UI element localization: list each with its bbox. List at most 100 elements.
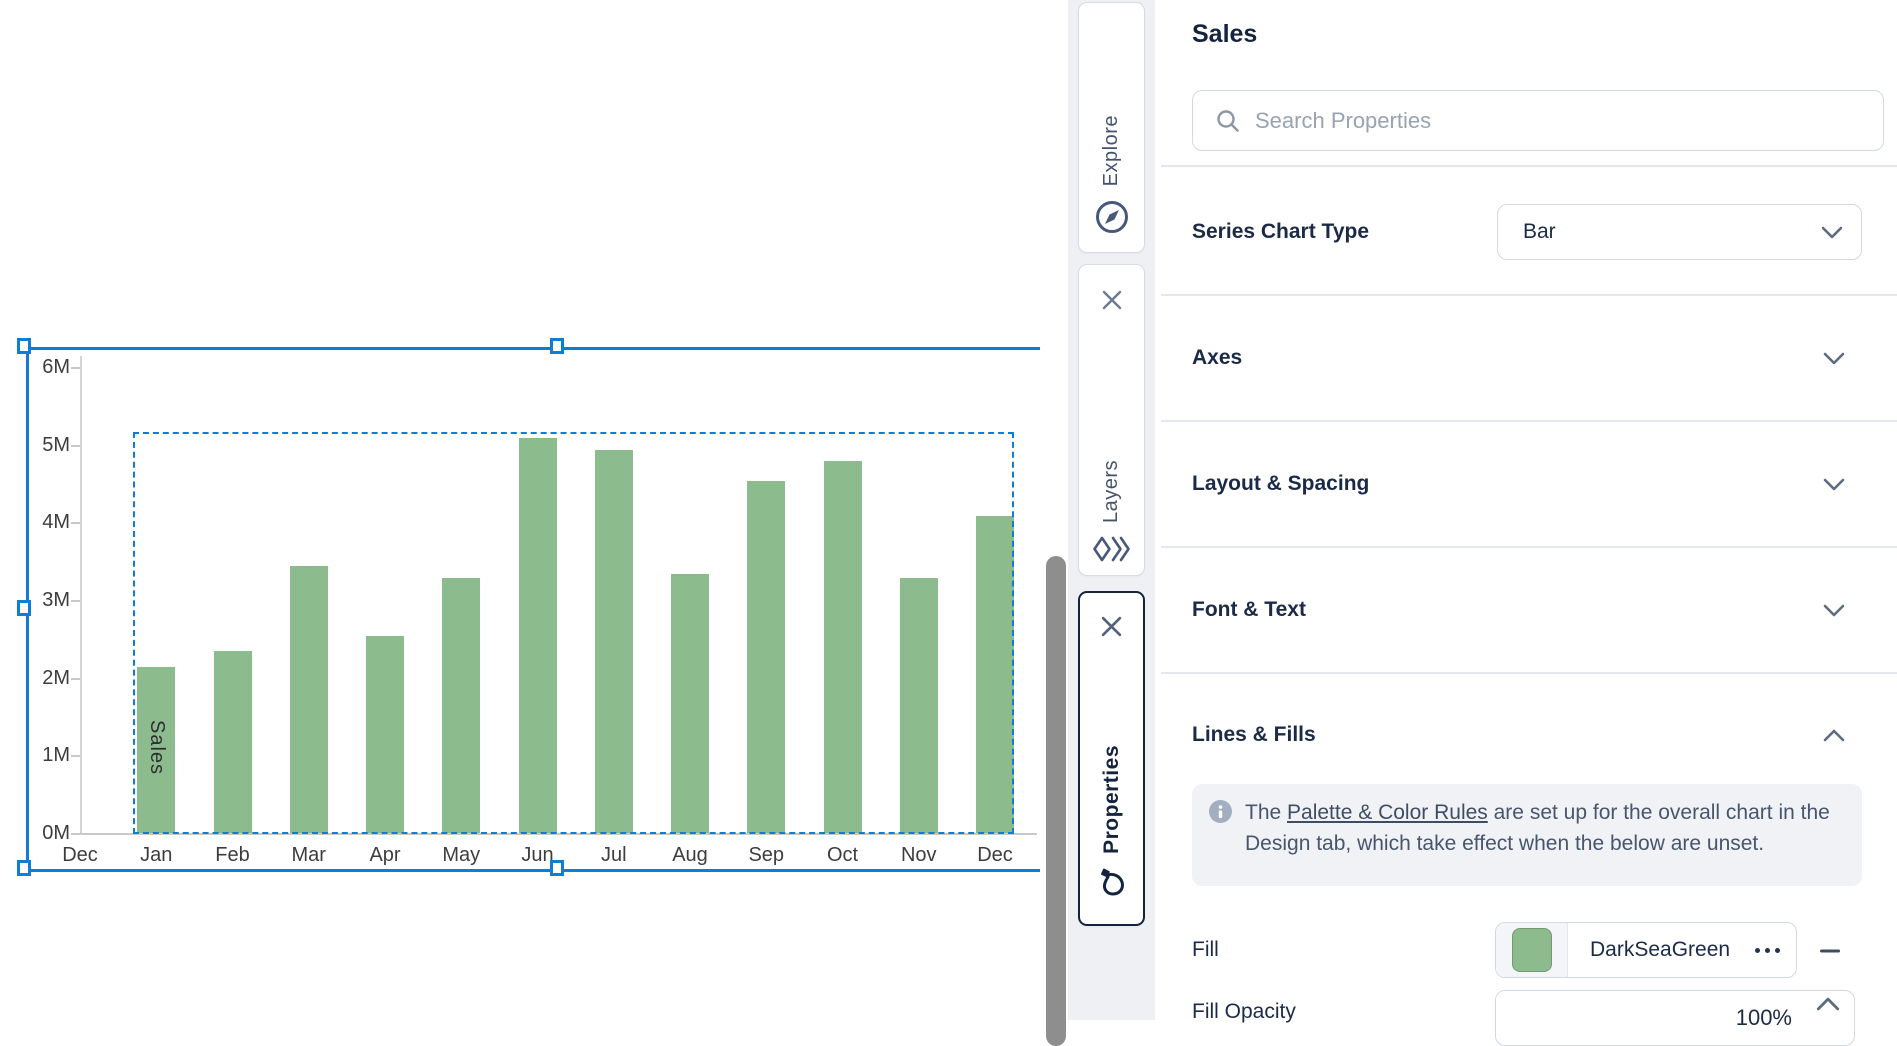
y-axis-label: 0M [42,822,70,844]
chevron-down-icon[interactable] [1823,604,1845,617]
x-axis-label: Oct [826,844,859,866]
y-axis-label: 1M [42,744,70,767]
fill-color-swatch[interactable] [1511,928,1552,972]
side-tab-rail: Explore Layers [1068,0,1155,1020]
layers-icon [1092,535,1132,563]
bar-Aug[interactable] [671,573,709,833]
divider [1161,672,1897,674]
fill-label: Fill [1192,938,1219,961]
selection-edge-bottom[interactable] [27,869,1040,872]
y-axis-tick [71,444,80,447]
section-axes[interactable]: Axes [1192,346,1243,369]
y-axis-label: 4M [42,511,70,534]
vertical-scrollbar-thumb[interactable] [1046,556,1066,1046]
x-axis-label: Dec [62,844,98,866]
y-axis-tick [71,366,80,369]
tab-layers-label: Layers [1100,459,1122,523]
y-axis-tick [71,755,80,758]
palette-info-note: The Palette & Color Rules are set up for… [1192,784,1862,886]
y-axis-label: 2M [42,666,70,689]
palette-color-rules-link[interactable]: Palette & Color Rules [1287,801,1488,824]
chevron-up-icon[interactable] [1823,729,1845,742]
info-icon [1209,800,1232,823]
selection-handle-top-center[interactable] [550,338,564,354]
close-icon[interactable] [1099,613,1125,639]
selection-handle-bottom-center[interactable] [550,860,564,876]
selection-handle-top-left[interactable] [17,338,31,354]
x-axis-label: Sep [748,844,785,866]
bar-May[interactable] [442,577,481,833]
y-axis-line [80,356,82,834]
x-axis-label: Jun [521,844,554,866]
tab-properties[interactable]: Properties [1078,591,1145,926]
y-axis-tick [71,522,80,525]
y-axis-tick [71,599,80,602]
more-options-icon[interactable] [1755,923,1796,977]
divider [1161,420,1897,422]
fill-color-name: DarkSeaGreen [1590,938,1731,961]
x-axis-label: Dec [977,844,1013,866]
compass-icon [1093,198,1131,236]
bar-Mar[interactable] [289,566,328,833]
x-axis-line [80,833,1037,835]
x-axis-label: Apr [369,844,401,866]
bar-Apr[interactable] [366,635,404,833]
tab-properties-label: Properties [1099,745,1123,854]
fill-color-picker[interactable]: DarkSeaGreen [1495,922,1797,978]
x-axis-label: Mar [291,844,326,866]
bar-Nov[interactable] [899,577,938,833]
section-lines-fills[interactable]: Lines & Fills [1192,723,1316,746]
y-axis-tick [71,677,80,680]
fill-opacity-label: Fill Opacity [1192,1000,1296,1023]
x-axis-label: Jul [600,844,627,866]
x-axis-label: Feb [215,844,250,866]
chevron-down-icon[interactable] [1823,478,1845,491]
search-properties-box[interactable] [1192,90,1884,151]
y-axis-label: 5M [42,433,70,456]
selection-handle-mid-left[interactable] [17,600,31,616]
panel-title: Sales [1192,20,1258,48]
bar-Oct[interactable] [823,461,862,833]
bar-Jun[interactable] [518,437,557,833]
tab-explore-label: Explore [1100,114,1122,186]
series-chart-type-label: Series Chart Type [1192,220,1370,243]
selection-edge-top[interactable] [27,347,1040,350]
series-chart-type-dropdown[interactable]: Bar [1497,204,1862,260]
info-note-text: The Palette & Color Rules are set up for… [1245,801,1830,855]
section-font-text[interactable]: Font & Text [1192,598,1306,621]
x-axis-label: Aug [672,844,708,866]
y-axis-tick [71,833,80,835]
bar-Feb[interactable] [213,651,252,833]
x-axis-label: Jan [140,844,173,866]
x-axis-label: May [442,844,481,866]
bar-Jul[interactable] [594,449,633,833]
y-axis-label: 3M [42,588,70,611]
bar-Jan[interactable] [137,667,176,833]
properties-panel: Sales Series Chart Type Bar Axes Layout … [1155,0,1897,1046]
chevron-down-icon[interactable] [1823,352,1845,365]
fill-opacity-value: 100% [1735,1005,1792,1030]
fill-swatch-cell[interactable] [1496,923,1568,977]
chevron-up-icon[interactable] [1816,997,1840,1011]
bar-Sep[interactable] [747,480,786,833]
chart-canvas[interactable]: 0M 1M 2M 3M 4M 5M 6M Dec Jan Feb Mar Apr May Jun Jul Au… [0,0,1045,1020]
series-label: Sales [146,720,168,776]
section-layout-spacing[interactable]: Layout & Spacing [1192,472,1370,495]
y-axis-label: 6M [42,355,70,378]
series-chart-type-value: Bar [1523,220,1556,243]
selection-handle-bottom-left[interactable] [17,860,31,876]
divider [1161,294,1897,296]
x-axis-label: Nov [900,844,937,866]
search-icon [1215,108,1241,134]
series-selection-outline[interactable] [133,432,1014,834]
tab-layers[interactable]: Layers [1078,264,1145,576]
divider [1161,165,1897,167]
bar-Dec[interactable] [976,515,1014,833]
remove-icon[interactable] [1815,936,1845,966]
close-icon[interactable] [1099,287,1125,313]
fill-opacity-input[interactable]: 100% [1495,990,1855,1046]
divider [1161,546,1897,548]
search-input[interactable] [1255,107,1815,134]
tab-explore[interactable]: Explore [1078,2,1145,253]
chevron-down-icon [1821,226,1843,239]
